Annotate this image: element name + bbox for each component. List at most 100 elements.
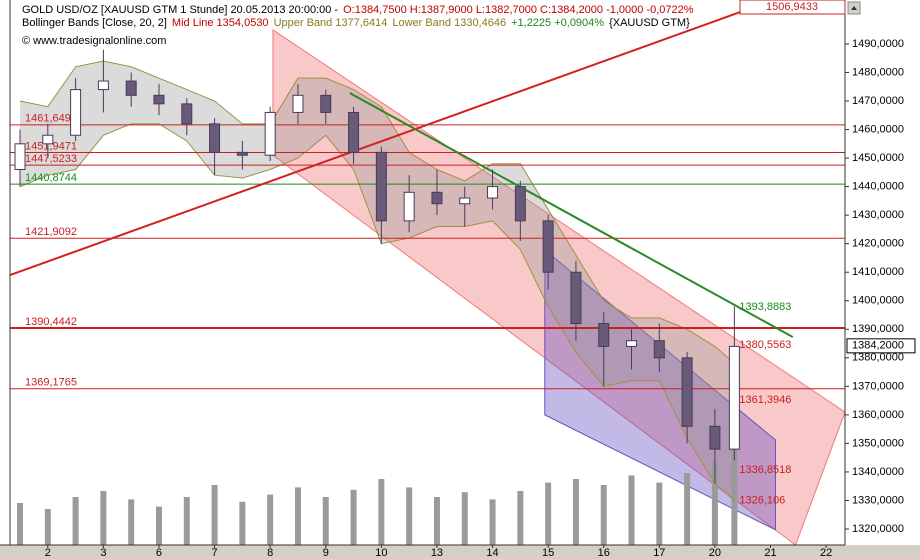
legend-text: © www.tradesignalonline.com <box>22 35 166 47</box>
legend-text: Mid Line 1354,0530 <box>172 17 269 29</box>
volume-bar <box>322 497 329 545</box>
y-tick-label: 1360,0000 <box>852 409 904 421</box>
candle-body <box>153 94 165 105</box>
x-tick-label: 22 <box>820 547 832 559</box>
volume-bar <box>294 487 301 545</box>
candle-body <box>14 143 26 170</box>
y-tick-label: 1450,0000 <box>852 152 904 164</box>
volume-bar <box>684 473 691 545</box>
volume-bar <box>350 489 357 545</box>
x-tick-label: 9 <box>323 547 329 559</box>
x-tick-label: 3 <box>100 547 106 559</box>
candle-body <box>487 186 499 199</box>
volume-bar <box>378 479 385 545</box>
y-tick-label: 1340,0000 <box>852 466 904 478</box>
legend-text: Upper Band 1377,6414 <box>274 17 388 29</box>
level-label: 1390,4442 <box>25 316 77 328</box>
volume-bar <box>656 482 663 545</box>
volume-bar <box>17 503 24 545</box>
y-tick-label: 1490,0000 <box>852 38 904 50</box>
x-tick-label: 20 <box>709 547 721 559</box>
x-tick-label: 8 <box>267 547 273 559</box>
x-tick-label: 16 <box>598 547 610 559</box>
legend-line: Bollinger Bands [Close, 20, 2] Mid Line 1… <box>22 17 690 29</box>
y-tick-label: 1460,0000 <box>852 123 904 135</box>
y-tick-label: 1400,0000 <box>852 295 904 307</box>
price-tag <box>846 338 916 354</box>
candle-body <box>728 345 740 450</box>
volume-bar <box>461 492 468 545</box>
volume-bar <box>600 485 607 545</box>
candle-body <box>626 340 638 347</box>
volume-bar <box>517 491 524 545</box>
candle-body <box>653 340 665 359</box>
annotation: 1393,8883 <box>739 301 791 313</box>
legend-text: +1,2225 +0,0904% <box>511 17 604 29</box>
x-axis-band <box>0 545 920 559</box>
level-label: 1461,6496 <box>25 113 77 125</box>
x-tick-label: 6 <box>156 547 162 559</box>
candle-body <box>292 94 304 113</box>
volume-bar <box>183 497 190 545</box>
candle-body <box>42 134 54 145</box>
legend-text: Lower Band 1330,4646 <box>392 17 506 29</box>
y-tick-label: 1370,0000 <box>852 380 904 392</box>
candle-body <box>598 323 610 347</box>
x-tick-label: 10 <box>375 547 387 559</box>
candle-body <box>681 357 693 427</box>
price-tag-label: 1384,2000 <box>852 340 904 352</box>
legend-text: Bollinger Bands [Close, 20, 2] <box>22 17 167 29</box>
candle-body <box>348 111 360 153</box>
volume-bar <box>155 506 162 545</box>
trendline <box>349 92 794 338</box>
annotation: 1380,5563 <box>739 339 791 351</box>
volume-bar <box>128 499 135 545</box>
x-tick-label: 21 <box>764 547 776 559</box>
upper-band <box>19 60 735 364</box>
y-tick-label: 1480,0000 <box>852 66 904 78</box>
level-label: 1440,8744 <box>25 172 77 184</box>
candle-body <box>403 191 415 222</box>
candle-body <box>209 123 221 153</box>
level-label: 1447,5233 <box>25 153 77 165</box>
volume-bar <box>267 494 274 545</box>
legend-text: O:1384,7500 H:1387,9000 L:1382,7000 C:13… <box>343 4 694 16</box>
candle-body <box>181 103 193 125</box>
x-tick-label: 15 <box>542 547 554 559</box>
x-tick-label: 7 <box>212 547 218 559</box>
volume-bar <box>711 461 718 545</box>
channel <box>544 248 777 531</box>
candle-body <box>431 191 443 205</box>
overlay: 1393,8883 1380,5563 1361,3946 1336,8518 13 2 6… <box>22 0 916 559</box>
volume-bar <box>489 499 496 545</box>
y-tick-label: 1330,0000 <box>852 494 904 506</box>
x-tick-label: 17 <box>653 547 665 559</box>
level-label: 1451,9471 <box>25 140 77 152</box>
annotation: 1336,8518 <box>739 464 791 476</box>
volume-bar <box>406 487 413 545</box>
top-tag <box>739 0 846 15</box>
candle-body <box>570 271 582 325</box>
volume-bar <box>72 497 79 545</box>
candle-body <box>709 425 721 450</box>
level-label: 1369,1765 <box>25 377 77 389</box>
x-tick-label: 14 <box>486 547 498 559</box>
legend-text: GOLD USD/OZ [XAUUSD GTM 1 Stunde] 20.05.… <box>22 4 338 16</box>
volume-bar <box>572 479 579 545</box>
x-tick-label: 13 <box>431 547 443 559</box>
y-tick-label: 1430,0000 <box>852 209 904 221</box>
volume-bar <box>731 437 738 545</box>
x-tick-label: 2 <box>45 547 51 559</box>
y-tick-label: 1420,0000 <box>852 238 904 250</box>
y-tick-label: 1390,0000 <box>852 323 904 335</box>
volume-bar <box>239 501 246 545</box>
volume-bar <box>433 497 440 545</box>
trendline <box>9 0 771 277</box>
scroll-arrow <box>851 6 857 10</box>
volume-bar <box>44 509 51 545</box>
annotation: 1361,3946 <box>739 394 791 406</box>
